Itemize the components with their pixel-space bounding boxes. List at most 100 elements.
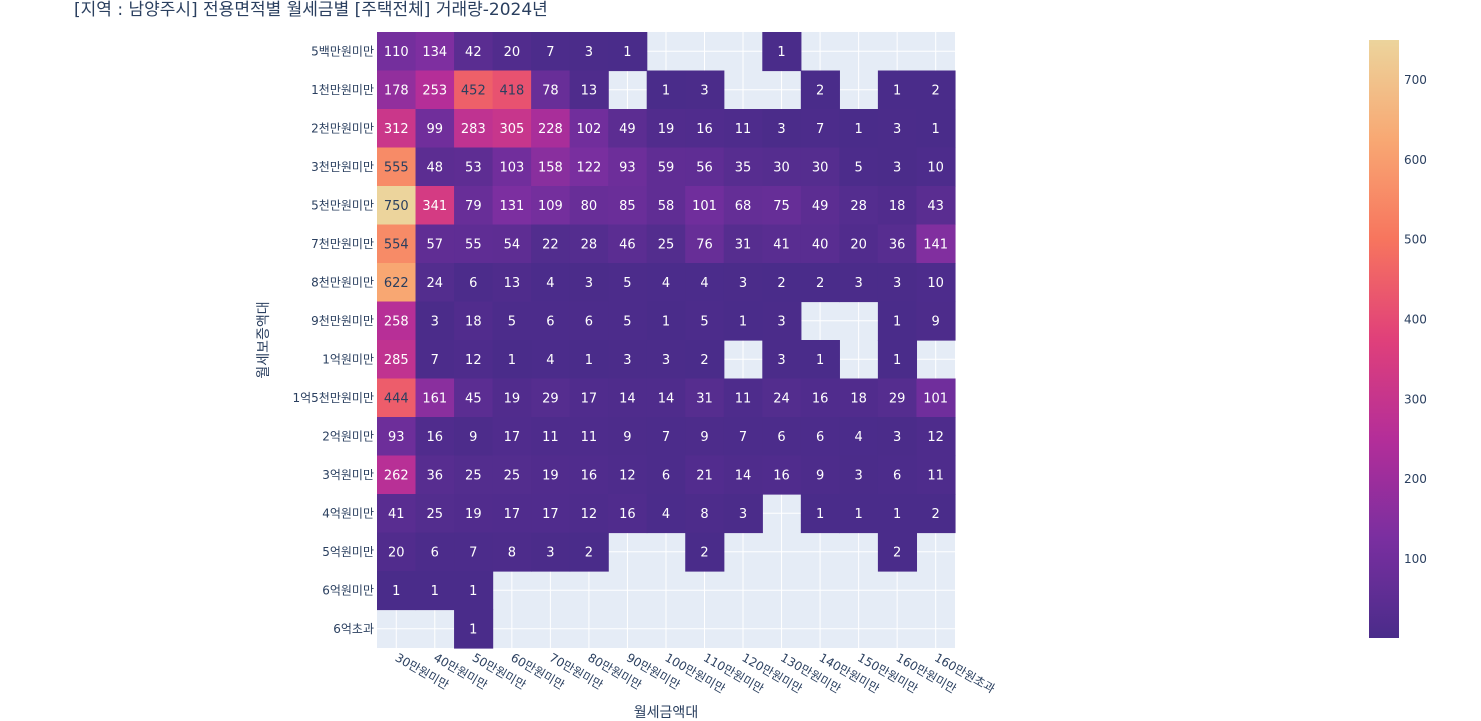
cell-value-label: 17: [504, 507, 521, 522]
chart-title: [지역 : 남양주시] 전용면적별 월세금별 [주택전체] 거래량-2024년: [74, 0, 548, 20]
heatmap-cell: [762, 417, 802, 457]
cell-value-label: 258: [384, 314, 409, 329]
heatmap-cell: [377, 532, 417, 572]
cell-value-label: 25: [658, 237, 675, 252]
cell-value-label: 80: [581, 199, 598, 214]
heatmap-cell: [531, 70, 571, 110]
heatmap-cell: [646, 340, 686, 380]
heatmap-cell: [685, 224, 725, 264]
cell-value-label: 3: [893, 160, 901, 175]
cell-value-label: 1: [816, 353, 824, 368]
heatmap-cell: [646, 186, 686, 226]
heatmap-cell: [916, 378, 956, 418]
cell-value-label: 1: [662, 83, 670, 98]
cell-value-label: 3: [893, 430, 901, 445]
cell-value-label: 5: [700, 314, 708, 329]
heatmap-cell: [415, 186, 455, 226]
cell-value-label: 1: [469, 584, 477, 599]
heatmap-cell: [492, 378, 532, 418]
heatmap-cell: [877, 532, 918, 572]
heatmap-cell: [723, 494, 763, 534]
cell-value-label: 16: [696, 122, 713, 137]
heatmap-cell: [685, 147, 725, 187]
heatmap-cell: [492, 32, 532, 72]
heatmap-cell: [762, 224, 802, 264]
cell-value-label: 418: [499, 83, 524, 98]
heatmap-cell: [492, 494, 532, 534]
cell-value-label: 18: [850, 391, 867, 406]
cell-value-label: 19: [504, 391, 521, 406]
cell-value-label: 6: [585, 314, 593, 329]
cell-value-label: 79: [465, 199, 482, 214]
cell-value-label: 17: [504, 430, 521, 445]
cell-value-label: 103: [499, 160, 524, 175]
x-axis-ticks: 30만원미만40만원미만50만원미만60만원미만70만원미만80만원미만90만원…: [393, 650, 998, 696]
colorbar-tick-label: 100: [1404, 552, 1427, 566]
cell-value-label: 68: [735, 199, 752, 214]
heatmap-cell: [377, 70, 417, 110]
cell-value-label: 29: [542, 391, 559, 406]
heatmap-cell: [569, 109, 609, 149]
heatmap-cell: [454, 70, 494, 110]
cell-value-label: 9: [816, 468, 824, 483]
cell-value-label: 1: [392, 584, 400, 599]
cell-value-label: 7: [739, 430, 747, 445]
cell-value-label: 11: [735, 391, 752, 406]
cell-value-label: 41: [388, 507, 405, 522]
cell-value-label: 101: [923, 391, 948, 406]
heatmap-cell: [608, 32, 648, 72]
cell-value-label: 17: [542, 507, 559, 522]
heatmap-cell: [685, 109, 725, 149]
y-tick-label: 7천만원미만: [311, 236, 374, 251]
heatmap-cell: [877, 455, 918, 495]
cell-value-label: 1: [893, 353, 901, 368]
heatmap-cell: [877, 147, 918, 187]
cell-value-label: 14: [658, 391, 675, 406]
heatmap-cell: [608, 494, 648, 534]
heatmap-cell: [839, 455, 879, 495]
heatmap-cell: [685, 455, 725, 495]
heatmap-cell: [916, 455, 956, 495]
cell-value-label: 12: [927, 430, 944, 445]
heatmap-cell: [569, 494, 609, 534]
heatmap-cell: [377, 417, 417, 457]
cell-value-label: 18: [889, 199, 906, 214]
cell-value-label: 158: [538, 160, 563, 175]
heatmap-cell: [377, 301, 417, 341]
heatmap-cell: [608, 186, 648, 226]
cell-value-label: 1: [893, 507, 901, 522]
heatmap-cell: [454, 494, 494, 534]
cell-value-label: 622: [384, 276, 409, 291]
heatmap-cell: [877, 494, 918, 534]
cell-value-label: 14: [619, 391, 636, 406]
heatmap-cell: [800, 224, 840, 264]
cell-value-label: 24: [773, 391, 790, 406]
heatmap-cell: [377, 494, 417, 534]
cell-value-label: 2: [932, 507, 940, 522]
cell-value-label: 3: [854, 468, 862, 483]
y-tick-label: 3억원미만: [322, 468, 374, 482]
heatmap-cell: [685, 378, 725, 418]
heatmap-cell: [839, 263, 879, 303]
y-tick-label: 6억초과: [333, 622, 374, 636]
cell-value-label: 20: [850, 237, 867, 252]
cell-value-label: 9: [623, 430, 631, 445]
cell-value-label: 16: [773, 468, 790, 483]
heatmap-cell: [377, 455, 417, 495]
heatmap-cell: [800, 378, 840, 418]
heatmap-cell: [916, 186, 956, 226]
cell-value-label: 122: [577, 160, 602, 175]
heatmap-cell: [454, 301, 494, 341]
heatmap-cell: [800, 455, 840, 495]
cell-value-label: 46: [619, 237, 636, 252]
colorbar-ticks: 100 200 300 400 500 600 700: [1404, 73, 1427, 566]
heatmap-cell: [685, 494, 725, 534]
heatmap-cell: [569, 532, 609, 572]
heatmap-cell: [531, 301, 571, 341]
cell-value-label: 28: [850, 199, 867, 214]
cell-value-label: 13: [581, 83, 598, 98]
cell-value-label: 5: [623, 314, 631, 329]
cell-value-label: 2: [893, 545, 901, 560]
heatmap-cell: [454, 109, 494, 149]
cell-value-label: 4: [662, 276, 670, 291]
